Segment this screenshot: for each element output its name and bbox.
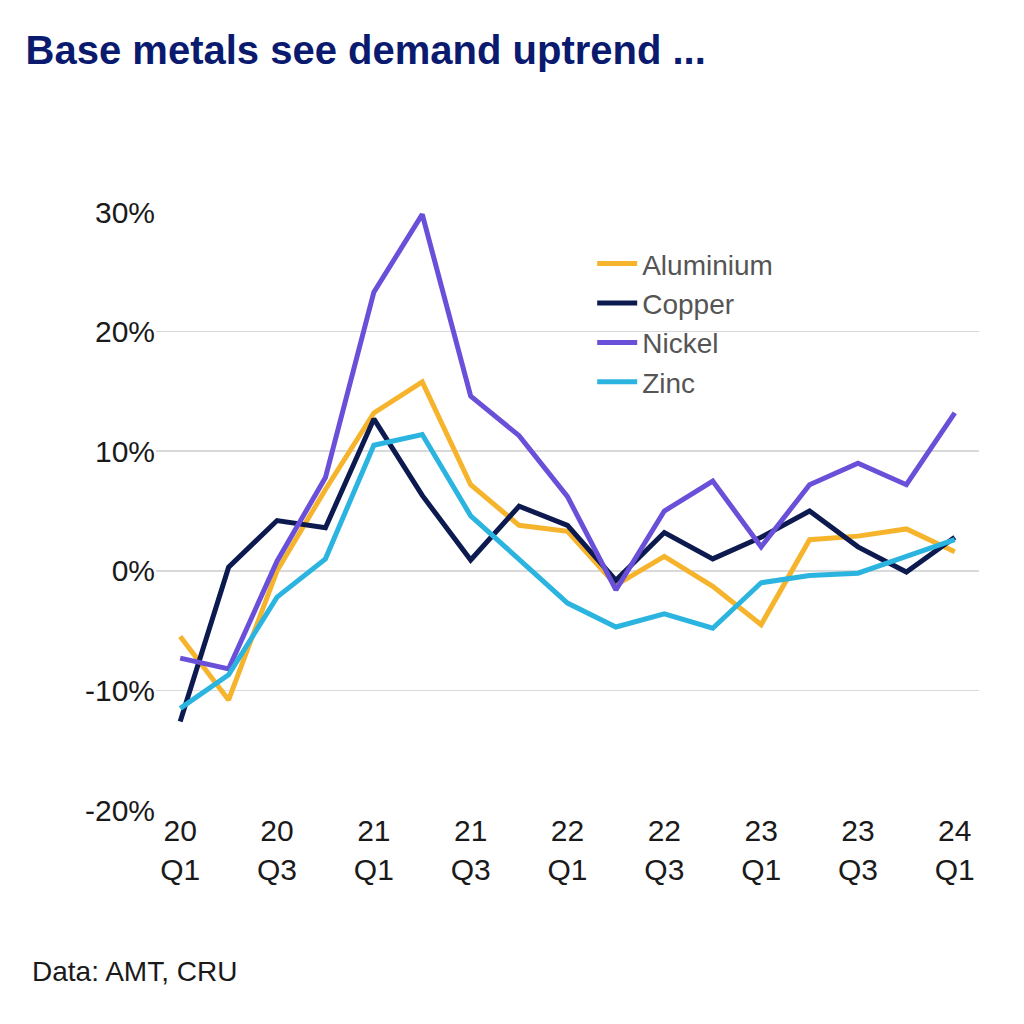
svg-text:Copper: Copper: [642, 289, 734, 320]
svg-text:-10%: -10%: [85, 674, 155, 707]
svg-text:Zinc: Zinc: [642, 368, 695, 399]
svg-text:24Q1: 24Q1: [935, 814, 975, 886]
svg-text:23Q3: 23Q3: [838, 814, 878, 886]
svg-text:20%: 20%: [95, 315, 155, 348]
svg-text:Data: AMT, CRU: Data: AMT, CRU: [32, 956, 237, 987]
svg-text:-20%: -20%: [85, 794, 155, 827]
svg-text:22Q1: 22Q1: [547, 814, 587, 886]
svg-text:22Q3: 22Q3: [644, 814, 684, 886]
svg-text:20Q1: 20Q1: [160, 814, 200, 886]
svg-text:20Q3: 20Q3: [257, 814, 297, 886]
svg-text:21Q1: 21Q1: [354, 814, 394, 886]
svg-text:Nickel: Nickel: [642, 328, 718, 359]
svg-text:10%: 10%: [95, 435, 155, 468]
svg-text:21Q3: 21Q3: [451, 814, 491, 886]
svg-text:30%: 30%: [95, 196, 155, 229]
svg-text:Aluminium: Aluminium: [642, 250, 773, 281]
svg-text:23Q1: 23Q1: [741, 814, 781, 886]
svg-text:Base metals see demand uptrend: Base metals see demand uptrend ...: [26, 28, 706, 72]
svg-text:0%: 0%: [112, 554, 155, 587]
